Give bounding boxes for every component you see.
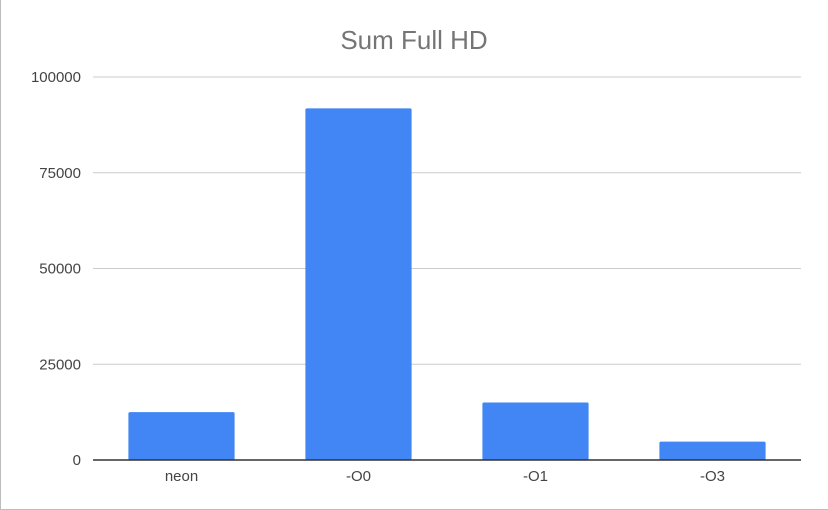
x-tick-label: -O3 [700,468,725,485]
y-tick-label: 25000 [39,356,81,373]
x-tick-label: -O0 [346,468,371,485]
y-tick-label: 50000 [39,261,81,278]
x-axis-ticks: neon -O0 -O1 -O3 [165,468,725,485]
bars [128,108,766,460]
y-tick-label: 0 [73,452,81,469]
chart-title: Sum Full HD [340,25,487,55]
x-tick-label: neon [165,468,198,485]
bar-o3 [659,441,766,460]
y-tick-label: 100000 [31,69,81,86]
bar-o0 [305,108,412,460]
y-tick-label: 75000 [39,165,81,182]
bar-o1 [482,402,589,460]
y-axis-ticks: 0 25000 50000 75000 100000 [31,69,81,469]
x-tick-label: -O1 [523,468,548,485]
bar-neon [128,412,235,460]
grid-lines [93,76,801,365]
